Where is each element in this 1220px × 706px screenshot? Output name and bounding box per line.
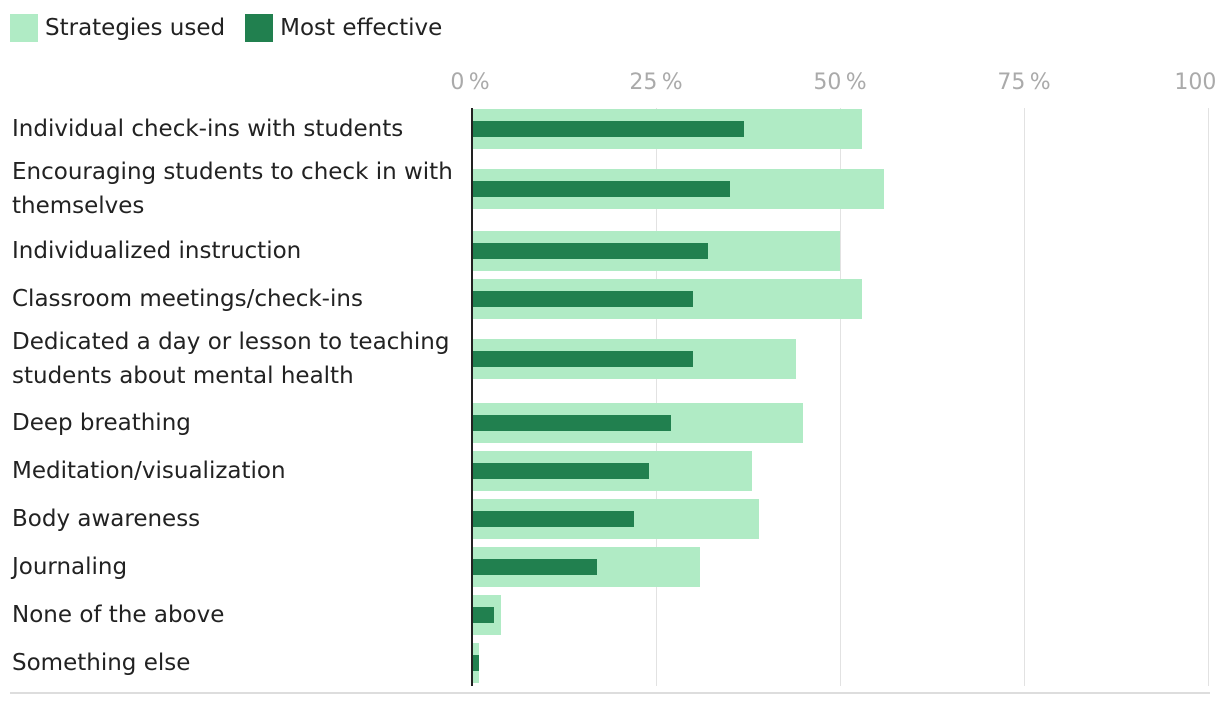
- category-label: Individualized instruction: [12, 231, 464, 271]
- category-label-text: Deep breathing: [12, 410, 191, 436]
- category-label: Encouraging students to check in with th…: [12, 157, 464, 221]
- category-label: Something else: [12, 643, 464, 683]
- gridline-75: [1024, 108, 1025, 686]
- bottom-rule: [10, 692, 1210, 694]
- legend-item-strategies-used: Strategies used: [10, 14, 225, 42]
- category-label: Meditation/visualization: [12, 451, 464, 491]
- x-tick-label-100: 100 %: [1174, 70, 1220, 95]
- category-label: Dedicated a day or lesson to teaching st…: [12, 327, 464, 391]
- x-tick-label-0: 0 %: [450, 70, 490, 95]
- category-label: Classroom meetings/check-ins: [12, 279, 464, 319]
- category-label-text: Dedicated a day or lesson to teaching st…: [12, 329, 450, 389]
- bar-most-effective: [472, 351, 693, 367]
- legend-swatch-most-effective: [245, 14, 274, 42]
- category-label-text: Something else: [12, 650, 191, 676]
- category-label-text: Journaling: [12, 554, 128, 580]
- x-tick-label-50: 50 %: [813, 70, 867, 95]
- legend-label-most-effective: Most effective: [280, 15, 443, 41]
- gridline-50: [840, 108, 841, 686]
- bar-most-effective: [472, 559, 598, 575]
- bar-most-effective: [472, 291, 693, 307]
- category-label: Body awareness: [12, 499, 464, 539]
- gridline-25: [656, 108, 657, 686]
- bar-most-effective: [472, 415, 671, 431]
- bar-most-effective: [472, 181, 730, 197]
- axis-zero-line: [471, 108, 473, 686]
- bar-most-effective: [472, 463, 649, 479]
- category-label-text: Individualized instruction: [12, 238, 302, 264]
- bar-most-effective: [472, 243, 708, 259]
- category-label-text: None of the above: [12, 602, 225, 628]
- bar-most-effective: [472, 121, 745, 137]
- category-label-text: Individual check-ins with students: [12, 116, 404, 142]
- bar-most-effective: [472, 607, 495, 623]
- category-label-text: Classroom meetings/check-ins: [12, 286, 363, 312]
- legend-swatch-strategies-used: [10, 14, 38, 42]
- legend-item-most-effective: Most effective: [245, 14, 442, 42]
- category-label: Individual check-ins with students: [12, 110, 464, 148]
- category-label: Deep breathing: [12, 403, 464, 443]
- bar-most-effective: [472, 655, 480, 671]
- category-label: Journaling: [12, 547, 464, 587]
- category-label-text: Body awareness: [12, 506, 201, 532]
- category-label: None of the above: [12, 595, 464, 635]
- legend: Strategies used Most effective: [10, 12, 462, 44]
- x-tick-label-25: 25 %: [629, 70, 683, 95]
- gridline-100: [1208, 108, 1209, 686]
- x-tick-label-75: 75 %: [997, 70, 1051, 95]
- legend-label-strategies-used: Strategies used: [45, 15, 226, 41]
- category-label-text: Meditation/visualization: [12, 458, 286, 484]
- category-label-text: Encouraging students to check in with th…: [12, 159, 453, 219]
- bar-most-effective: [472, 511, 634, 527]
